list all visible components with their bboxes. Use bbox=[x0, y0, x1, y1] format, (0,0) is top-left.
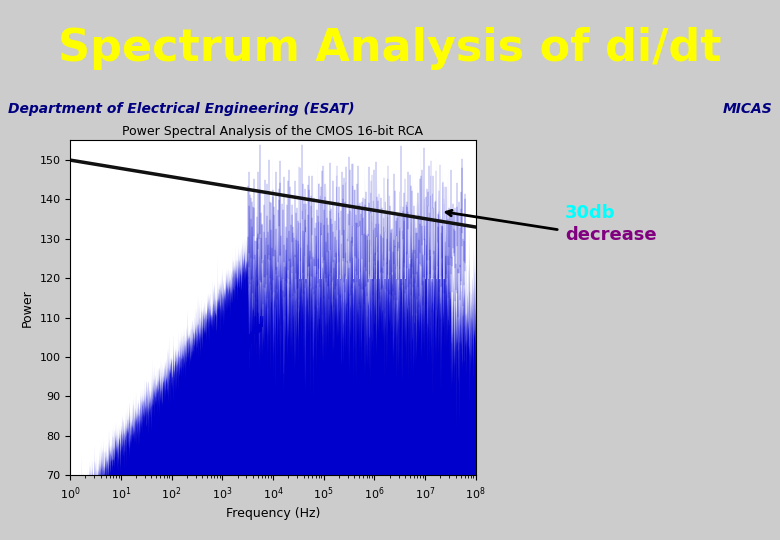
Title: Power Spectral Analysis of the CMOS 16-bit RCA: Power Spectral Analysis of the CMOS 16-b… bbox=[122, 125, 424, 138]
Text: decrease: decrease bbox=[565, 226, 657, 244]
Text: 30db: 30db bbox=[565, 204, 615, 222]
Text: Spectrum Analysis of di/dt: Spectrum Analysis of di/dt bbox=[58, 27, 722, 70]
Y-axis label: Power: Power bbox=[21, 289, 34, 327]
X-axis label: Frequency (Hz): Frequency (Hz) bbox=[226, 507, 320, 520]
Text: MICAS: MICAS bbox=[722, 102, 772, 116]
Text: Department of Electrical Engineering (ESAT): Department of Electrical Engineering (ES… bbox=[8, 102, 354, 116]
